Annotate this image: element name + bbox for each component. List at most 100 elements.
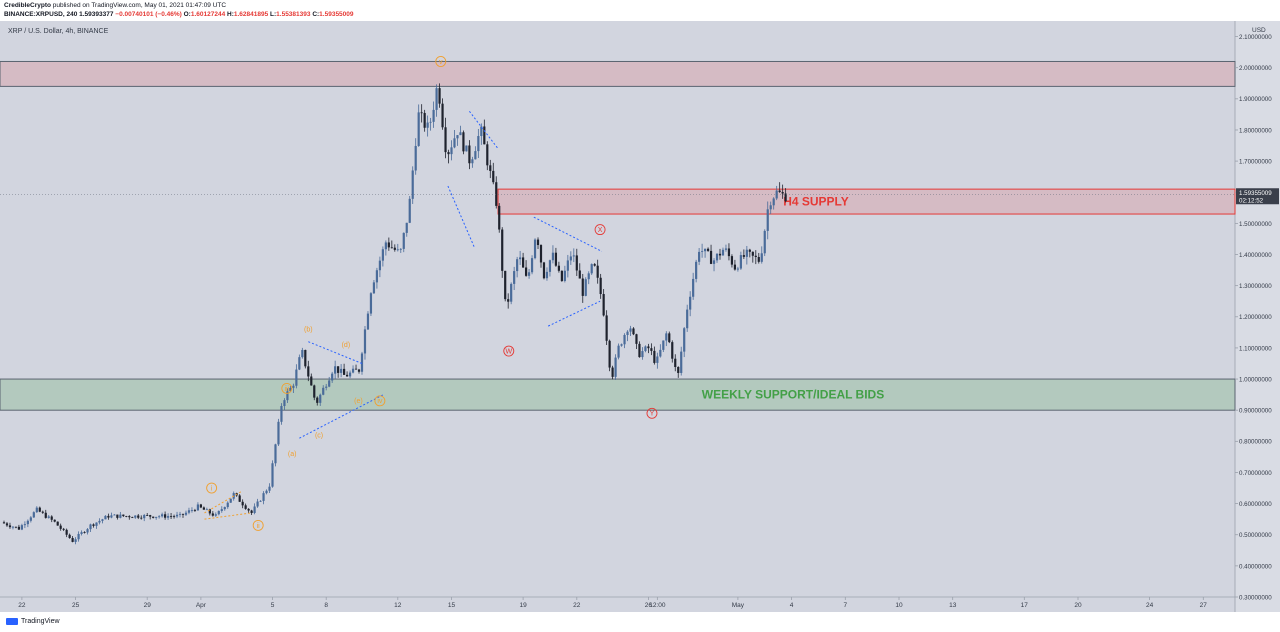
candle-body[interactable] [477, 136, 480, 152]
candle-body[interactable] [193, 510, 197, 511]
candle-body[interactable] [304, 349, 307, 367]
candle-body[interactable] [372, 282, 376, 294]
candle-body[interactable] [504, 270, 507, 300]
candle-body[interactable] [247, 508, 250, 511]
candle-body[interactable] [283, 400, 286, 407]
candle-body[interactable] [217, 510, 220, 515]
candle-body[interactable] [250, 510, 253, 513]
candle-body[interactable] [542, 262, 546, 279]
candle-body[interactable] [441, 103, 444, 128]
candle-body[interactable] [378, 260, 381, 271]
candle-body[interactable] [614, 357, 617, 377]
candle-body[interactable] [253, 506, 256, 513]
candle-body[interactable] [50, 516, 53, 520]
candle-body[interactable] [742, 255, 745, 257]
candle-body[interactable] [569, 256, 572, 261]
candle-body[interactable] [426, 122, 429, 128]
candle-body[interactable] [328, 380, 331, 387]
candle-body[interactable] [169, 516, 173, 517]
candle-body[interactable] [444, 127, 447, 153]
candle-body[interactable] [438, 88, 441, 104]
candle-body[interactable] [47, 516, 50, 518]
candle-body[interactable] [605, 315, 608, 341]
candle-body[interactable] [596, 265, 599, 278]
candle-body[interactable] [656, 356, 659, 363]
candle-body[interactable] [572, 255, 575, 257]
candle-body[interactable] [62, 528, 65, 530]
candle-body[interactable] [146, 515, 149, 516]
candle-body[interactable] [196, 504, 200, 511]
candle-body[interactable] [530, 258, 534, 273]
candle-body[interactable] [465, 145, 468, 152]
candle-body[interactable] [447, 152, 450, 155]
candle-body[interactable] [166, 516, 170, 518]
candle-body[interactable] [65, 529, 68, 535]
candle-body[interactable] [757, 256, 760, 262]
candle-body[interactable] [468, 145, 471, 164]
candle-body[interactable] [226, 502, 229, 508]
candle-body[interactable] [712, 260, 716, 264]
candle-body[interactable] [462, 132, 465, 152]
candle-body[interactable] [256, 501, 259, 507]
candle-body[interactable] [611, 367, 614, 377]
candle-body[interactable] [140, 517, 143, 519]
candle-body[interactable] [533, 239, 537, 259]
candle-body[interactable] [587, 273, 590, 280]
candle-body[interactable] [187, 510, 191, 513]
candle-body[interactable] [310, 376, 313, 386]
candle-body[interactable] [113, 514, 116, 516]
candle-body[interactable] [763, 230, 766, 254]
candle-body[interactable] [456, 135, 459, 139]
candle-body[interactable] [638, 343, 641, 358]
candle-body[interactable] [238, 495, 241, 502]
candle-body[interactable] [110, 515, 113, 518]
candle-body[interactable] [164, 514, 167, 518]
candle-body[interactable] [20, 525, 23, 530]
zone-h4-supply[interactable] [497, 188, 1236, 215]
candle-body[interactable] [659, 349, 662, 357]
candle-body[interactable] [74, 539, 77, 542]
candle-body[interactable] [23, 524, 26, 526]
candle-body[interactable] [686, 309, 689, 329]
tradingview-logo[interactable]: TradingView [6, 618, 60, 625]
candle-body[interactable] [414, 145, 417, 171]
wave-trendline-blue[interactable] [447, 185, 476, 249]
candle-body[interactable] [381, 249, 384, 261]
candle-body[interactable] [351, 368, 355, 373]
candle-body[interactable] [223, 507, 226, 510]
candle-body[interactable] [26, 520, 29, 525]
candle-body[interactable] [286, 391, 289, 401]
candle-body[interactable] [489, 165, 492, 171]
candle-body[interactable] [5, 523, 9, 526]
candle-body[interactable] [507, 299, 510, 302]
candle-body[interactable] [32, 512, 35, 518]
chart-pane[interactable] [0, 21, 1235, 612]
candle-body[interactable] [363, 329, 367, 354]
candle-body[interactable] [459, 132, 462, 136]
candle-body[interactable] [128, 516, 131, 518]
candle-body[interactable] [784, 193, 787, 202]
candle-body[interactable] [41, 511, 44, 513]
candle-body[interactable] [295, 369, 298, 386]
candle-body[interactable] [161, 514, 164, 517]
candle-body[interactable] [671, 342, 674, 359]
candle-body[interactable] [766, 209, 769, 231]
candle-body[interactable] [181, 513, 185, 515]
candle-body[interactable] [280, 406, 283, 422]
candle-body[interactable] [495, 182, 498, 206]
candle-body[interactable] [665, 333, 668, 341]
candle-body[interactable] [709, 250, 713, 264]
candle-body[interactable] [513, 271, 516, 284]
candle-body[interactable] [149, 515, 152, 517]
candle-body[interactable] [131, 517, 134, 519]
candle-body[interactable] [557, 265, 560, 271]
candle-body[interactable] [411, 170, 414, 199]
candle-body[interactable] [265, 490, 268, 494]
candle-body[interactable] [560, 270, 563, 281]
candle-body[interactable] [77, 533, 80, 540]
candle-body[interactable] [375, 270, 379, 283]
candle-body[interactable] [608, 340, 611, 368]
candle-body[interactable] [2, 522, 6, 524]
candle-body[interactable] [199, 504, 202, 508]
candle-body[interactable] [357, 369, 361, 372]
